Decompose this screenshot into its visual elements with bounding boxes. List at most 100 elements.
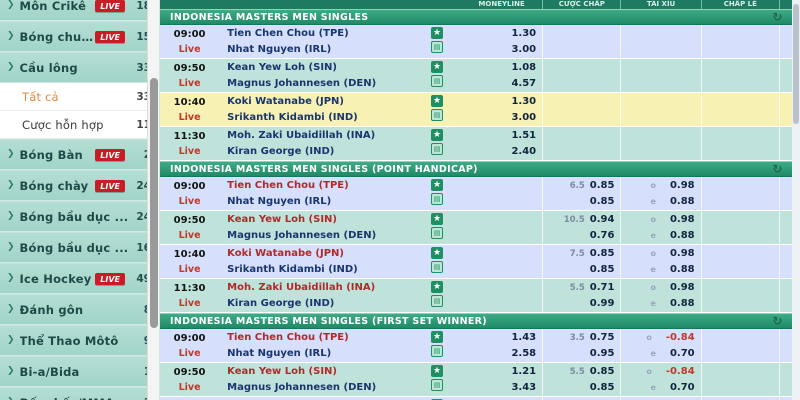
star-icon[interactable]: ★ bbox=[431, 365, 443, 377]
match-teams-cell[interactable]: Tien Chen Chou (TPE) Nhat Nguyen (IRL) ★ ▤ bbox=[219, 25, 461, 58]
tv-icon[interactable]: ▤ bbox=[431, 261, 443, 273]
handicap-cell[interactable] bbox=[543, 127, 622, 160]
tv-icon[interactable]: ▤ bbox=[431, 109, 443, 121]
handicap-cell[interactable]: 7.5 0.85 0.85 bbox=[543, 245, 622, 278]
sidebar-item-0[interactable]: ❯ Môn Crikê LIVE 18 bbox=[0, 0, 159, 21]
handicap-cell[interactable]: 6.5 0.85 0.85 bbox=[543, 177, 622, 210]
moneyline-cell[interactable]: 1.21 3.43 bbox=[461, 363, 544, 396]
odd-even-cell[interactable] bbox=[702, 93, 780, 126]
sidebar-scrollbar-track[interactable] bbox=[147, 0, 159, 400]
sidebar-item-11[interactable]: ❯Đấm bốc/MMA3 bbox=[0, 387, 159, 400]
section-header-0[interactable]: INDONESIA MASTERS MEN SINGLES ↻ bbox=[160, 9, 800, 25]
match-teams-cell[interactable]: Kean Yew Loh (SIN) Magnus Johannesen (DEN… bbox=[219, 59, 461, 92]
tv-icon[interactable]: ▤ bbox=[431, 143, 443, 155]
odd-even-cell[interactable] bbox=[702, 279, 780, 312]
star-icon[interactable]: ★ bbox=[431, 27, 443, 39]
odd-even-cell[interactable] bbox=[702, 329, 780, 362]
over-under-cell[interactable]: o 0.98 e 0.88 bbox=[621, 245, 702, 278]
over-under-cell[interactable] bbox=[621, 93, 702, 126]
tv-icon[interactable]: ▤ bbox=[431, 193, 443, 205]
moneyline-cell[interactable] bbox=[461, 211, 544, 244]
over-under-cell[interactable]: o 0.98 e 0.88 bbox=[621, 211, 702, 244]
match-teams-cell[interactable]: Moh. Zaki Ubaidillah (INA) Kiran George (… bbox=[219, 279, 461, 312]
match-teams-cell[interactable]: Koki Watanabe (JPN) Srikanth Kidambi (IND… bbox=[219, 245, 461, 278]
match-row[interactable]: 09:50 Live Kean Yew Loh (SIN) Magnus Johann… bbox=[160, 363, 800, 397]
moneyline-cell[interactable] bbox=[461, 245, 544, 278]
tv-icon[interactable]: ▤ bbox=[431, 41, 443, 53]
tv-icon[interactable]: ▤ bbox=[431, 379, 443, 391]
tv-icon[interactable]: ▤ bbox=[431, 227, 443, 239]
handicap-cell[interactable] bbox=[543, 59, 622, 92]
main-scrollbar-thumb[interactable] bbox=[793, 4, 799, 124]
match-row[interactable]: 10:40 Live Koki Watanabe (JPN) Srikanth Kid… bbox=[160, 93, 800, 127]
over-under-cell[interactable]: o 0.98 e 0.88 bbox=[621, 177, 702, 210]
section-header-1[interactable]: INDONESIA MASTERS MEN SINGLES (POINT HAN… bbox=[160, 161, 800, 177]
match-teams-cell[interactable]: Kean Yew Loh (SIN) Magnus Johannesen (DEN… bbox=[219, 363, 461, 396]
refresh-icon[interactable]: ↻ bbox=[772, 314, 783, 328]
tv-icon[interactable]: ▤ bbox=[431, 345, 443, 357]
moneyline-cell[interactable]: 1.51 2.40 bbox=[461, 127, 544, 160]
tv-icon[interactable]: ▤ bbox=[431, 75, 443, 87]
refresh-icon[interactable]: ↻ bbox=[772, 10, 783, 24]
odd-even-cell[interactable] bbox=[702, 59, 780, 92]
moneyline-cell[interactable]: 1.43 2.58 bbox=[461, 329, 544, 362]
moneyline-cell[interactable]: 1.30 3.00 bbox=[461, 93, 544, 126]
refresh-icon[interactable]: ↻ bbox=[772, 162, 783, 176]
sidebar-item-4[interactable]: ❯ Bóng chày LIVE 24 bbox=[0, 170, 159, 201]
moneyline-cell[interactable] bbox=[461, 279, 544, 312]
moneyline-cell[interactable]: 1.442.56 bbox=[461, 397, 544, 400]
odd-even-cell[interactable] bbox=[702, 177, 780, 210]
odd-even-cell[interactable] bbox=[702, 127, 780, 160]
sidebar-item-6[interactable]: ❯ Bóng bầu dục ... 16 bbox=[0, 232, 159, 263]
match-teams-cell[interactable]: Moh. Zaki Ubaidillah (INA) Kiran George (… bbox=[219, 127, 461, 160]
handicap-cell[interactable]: 3.50.900.80 bbox=[543, 397, 622, 400]
match-row[interactable]: 10:40 Live Koki Watanabe (JPN) Srikanth Kid… bbox=[160, 245, 800, 279]
sidebar-item-8[interactable]: ❯Đánh gôn8 bbox=[0, 294, 159, 325]
star-icon[interactable]: ★ bbox=[431, 179, 443, 191]
odd-even-cell[interactable] bbox=[702, 25, 780, 58]
match-teams-cell[interactable]: Kean Yew Loh (SIN) Magnus Johannesen (DEN… bbox=[219, 211, 461, 244]
star-icon[interactable]: ★ bbox=[431, 61, 443, 73]
odd-even-cell[interactable] bbox=[702, 245, 780, 278]
over-under-cell[interactable]: o 0.98 e 0.88 bbox=[621, 279, 702, 312]
over-under-cell[interactable] bbox=[621, 59, 702, 92]
tv-icon[interactable]: ▤ bbox=[431, 295, 443, 307]
sidebar-item-3[interactable]: ❯Bóng BànLIVE2 bbox=[0, 139, 159, 170]
handicap-cell[interactable]: 5.5 0.85 0.85 bbox=[543, 363, 622, 396]
handicap-cell[interactable]: 5.5 0.71 0.99 bbox=[543, 279, 622, 312]
sidebar-subitem-0[interactable]: Tất cả 33 bbox=[0, 83, 159, 111]
match-row[interactable]: 11:30 Live Moh. Zaki Ubaidillah (INA) Kiran… bbox=[160, 279, 800, 313]
match-row[interactable]: 09:00 Live Tien Chen Chou (TPE) Nhat Nguyen… bbox=[160, 25, 800, 59]
star-icon[interactable]: ★ bbox=[431, 281, 443, 293]
match-row[interactable]: 09:00 Live Tien Chen Chou (TPE) Nhat Nguyen… bbox=[160, 177, 800, 211]
handicap-cell[interactable]: 3.5 0.75 0.95 bbox=[543, 329, 622, 362]
odd-even-cell[interactable] bbox=[702, 211, 780, 244]
star-icon[interactable]: ★ bbox=[431, 247, 443, 259]
sidebar-item-7[interactable]: ❯ Ice Hockey LIVE 49 bbox=[0, 263, 159, 294]
star-icon[interactable]: ★ bbox=[431, 213, 443, 225]
odd-even-cell[interactable] bbox=[702, 363, 780, 396]
star-icon[interactable]: ★ bbox=[431, 331, 443, 343]
match-teams-cell[interactable]: Tien Chen Chou (TPE) Nhat Nguyen (IRL) ★ ▤ bbox=[219, 177, 461, 210]
sidebar-item-5[interactable]: ❯ Bóng bầu dục ... 24 bbox=[0, 201, 159, 232]
moneyline-cell[interactable]: 1.08 4.57 bbox=[461, 59, 544, 92]
over-under-cell[interactable] bbox=[621, 127, 702, 160]
main-scrollbar-track[interactable] bbox=[792, 0, 800, 400]
section-header-2[interactable]: INDONESIA MASTERS MEN SINGLES (FIRST SET… bbox=[160, 313, 800, 329]
sidebar-item-1[interactable]: ❯Bóng chuyềnLIVE15 bbox=[0, 21, 159, 52]
star-icon[interactable]: ★ bbox=[431, 95, 443, 107]
star-icon[interactable]: ★ bbox=[431, 129, 443, 141]
match-teams-cell[interactable]: Tien Chen Chou (TPE) Nhat Nguyen (IRL) ★ ▤ bbox=[219, 329, 461, 362]
match-row[interactable]: 11:30 Live Moh. Zaki Ubaidillah (INA) Kiran… bbox=[160, 127, 800, 161]
moneyline-cell[interactable] bbox=[461, 177, 544, 210]
match-teams-cell[interactable]: Koki Watanabe (JPN) Srikanth Kidambi (IND… bbox=[219, 93, 461, 126]
handicap-cell[interactable] bbox=[543, 25, 622, 58]
match-row[interactable]: 09:50 Live Kean Yew Loh (SIN) Magnus Johann… bbox=[160, 211, 800, 245]
moneyline-cell[interactable]: 1.30 3.00 bbox=[461, 25, 544, 58]
match-row[interactable]: 09:50 Live Kean Yew Loh (SIN) Magnus Johann… bbox=[160, 59, 800, 93]
handicap-cell[interactable] bbox=[543, 93, 622, 126]
sidebar-scrollbar-thumb[interactable] bbox=[150, 78, 158, 328]
